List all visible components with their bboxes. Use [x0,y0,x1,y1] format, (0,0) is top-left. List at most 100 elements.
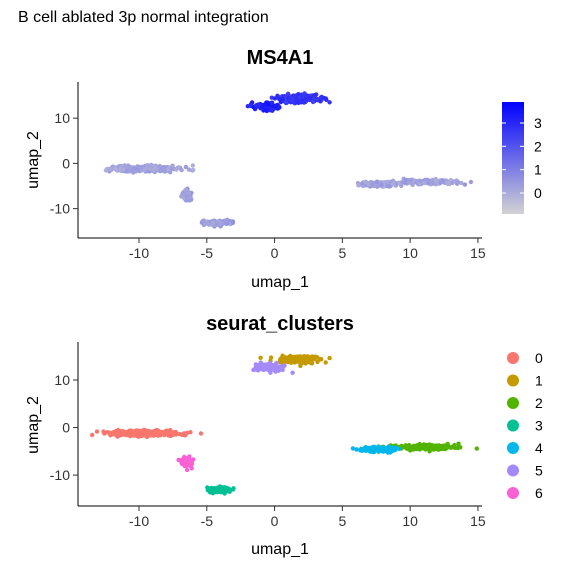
ms4a1-panel-title: MS4A1 [247,47,314,69]
cell-point [364,445,370,451]
cell-point [251,367,256,373]
cell-point [218,488,224,494]
cell-point [198,431,204,436]
cell-point [189,462,194,467]
figure-title: B cell ablated 3p normal integration [18,9,269,26]
cell-point [254,367,259,372]
cell-point [134,166,139,172]
cell-point [414,443,420,448]
cell-point [166,167,171,172]
y-tick-label: 0 [62,155,70,171]
cell-point [418,178,423,184]
ms4a1-x-ticks: -10 -5 0 5 10 15 [129,238,486,261]
legend-key-0 [507,352,519,364]
cell-point [294,93,299,98]
cell-point [288,357,293,362]
y-tick-label: 0 [62,420,70,436]
cell-point [407,444,413,450]
cell-point [393,445,398,451]
legend-label-4: 4 [535,440,543,456]
cell-point [268,355,274,360]
cell-point [283,100,289,106]
cluster-legend: 0 1 2 3 4 5 6 [507,350,543,501]
cell-point [183,458,189,464]
cell-point [184,467,190,473]
cell-point [276,368,281,373]
cell-point [456,441,461,446]
cell-point [302,356,307,362]
cell-point [410,182,415,187]
x-tick-label: -10 [129,513,149,529]
cell-point [278,99,283,105]
cell-point [474,446,479,451]
legend-key-4 [507,442,519,454]
cell-point [186,194,192,199]
cell-point [230,220,235,226]
cell-point [462,182,468,187]
cell-point [128,164,133,170]
cell-point [115,430,120,435]
cell-point [182,463,187,469]
seurat-y-axis-label: umap_2 [25,396,42,454]
cell-point [441,446,446,451]
cell-point [209,222,214,227]
cell-point [315,359,320,365]
cell-point [301,100,307,105]
cell-point [360,448,365,453]
colorbar-tick-label: 3 [534,115,542,131]
cell-point [319,357,324,362]
cell-point [327,100,332,105]
cell-point [302,91,307,96]
cell-point [208,488,213,493]
cell-point [176,457,181,463]
cell-point [272,96,278,101]
ms4a1-y-axis-label: umap_2 [25,131,42,189]
cell-point [122,163,128,168]
cell-point [191,167,196,173]
cell-point [311,96,317,101]
cell-point [275,364,281,369]
cell-point [165,429,171,435]
cell-point [269,107,274,112]
cell-point [108,430,113,435]
cell-point [126,428,132,434]
cell-point [94,429,100,434]
cell-point [403,180,408,186]
legend-label-3: 3 [535,418,543,434]
cell-point [300,94,305,100]
cell-point [281,364,286,369]
cell-point [425,443,430,448]
x-tick-label: -5 [201,513,214,529]
cell-point [266,102,271,107]
colorbar-tick-label: 0 [534,185,542,201]
cell-point [407,177,413,183]
cell-point [265,363,270,368]
cell-point [303,95,309,100]
seurat-x-ticks: -10 -5 0 5 10 15 [129,506,486,529]
legend-key-1 [507,374,519,387]
cell-point [281,355,286,361]
cell-point [360,181,365,186]
legend-key-6 [507,487,519,499]
cell-point [258,355,263,360]
cell-point [144,166,150,171]
x-tick-label: 0 [271,513,279,529]
cell-point [148,166,153,172]
cell-point [132,429,137,435]
ms4a1-points [103,91,474,229]
cell-point [450,180,455,186]
cell-point [227,487,232,492]
cell-point [260,365,265,370]
colorbar-tick-label: 1 [534,162,542,178]
cell-point [435,445,440,451]
cell-point [318,96,323,101]
ms4a1-x-axis-label: umap_1 [251,274,309,291]
cell-point [187,454,192,459]
cell-point [149,430,155,436]
cell-point [375,447,381,452]
cell-point [90,432,95,438]
seurat-clusters-points [90,353,479,496]
cell-point [447,444,452,450]
